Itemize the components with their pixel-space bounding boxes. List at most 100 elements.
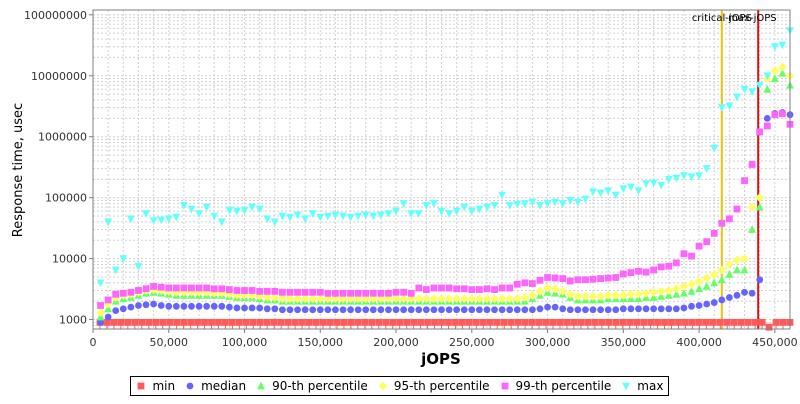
data-point <box>505 201 514 210</box>
data-point <box>725 215 733 223</box>
data-point <box>354 306 362 314</box>
x-tick-label: 150,000 <box>298 336 344 349</box>
data-point <box>672 289 681 298</box>
data-point-min <box>235 318 243 326</box>
data-point <box>687 173 696 182</box>
data-point-min <box>347 318 355 326</box>
data-point <box>369 306 377 314</box>
data-point <box>482 294 492 304</box>
data-point-min <box>389 318 397 326</box>
data-point <box>597 306 604 314</box>
data-point <box>392 288 400 296</box>
data-point-min <box>730 318 738 326</box>
data-point-min <box>340 318 348 326</box>
data-point-min <box>319 318 327 326</box>
data-point <box>323 294 333 304</box>
data-point-min <box>438 318 445 326</box>
data-point-min <box>737 318 745 326</box>
data-point <box>474 294 484 304</box>
data-point-min <box>145 318 153 326</box>
data-point-min <box>612 318 620 326</box>
legend-label: 90-th percentile <box>272 379 368 393</box>
data-point-min <box>661 318 668 326</box>
data-point <box>339 306 347 314</box>
data-point <box>377 289 385 297</box>
data-point <box>687 279 696 289</box>
data-point-min <box>382 318 390 326</box>
legend-item: 90-th percentile <box>255 379 368 393</box>
data-point <box>119 255 128 264</box>
data-point <box>611 290 621 300</box>
data-point <box>172 284 180 292</box>
legend-item: min <box>135 379 175 393</box>
data-point <box>347 306 354 314</box>
legend-item: 99-th percentile <box>499 379 611 393</box>
data-point <box>467 207 476 216</box>
data-point <box>650 266 658 274</box>
data-point <box>134 262 143 271</box>
data-point-min <box>751 318 759 326</box>
data-point <box>316 306 324 314</box>
data-point-min <box>452 318 459 326</box>
data-point <box>710 278 719 287</box>
data-point <box>634 289 643 299</box>
data-point <box>717 104 726 113</box>
x-tick-label: 300,000 <box>525 336 571 349</box>
y-tick-label: 1000000 <box>38 131 87 144</box>
data-point <box>702 282 711 290</box>
data-point-min <box>605 318 613 326</box>
data-point <box>347 289 354 297</box>
data-point <box>475 205 484 214</box>
data-point-min <box>479 318 487 326</box>
data-point-min <box>465 318 473 326</box>
data-point <box>430 306 438 314</box>
data-point <box>172 213 181 222</box>
data-point <box>756 128 764 136</box>
data-point <box>376 294 386 304</box>
data-point <box>778 41 787 50</box>
data-point <box>687 286 696 295</box>
data-point <box>438 306 445 314</box>
data-point <box>710 299 718 306</box>
data-point <box>512 294 522 304</box>
data-point-min <box>445 318 452 326</box>
y-tick-label: 10000 <box>52 253 87 266</box>
data-point-min <box>159 318 167 326</box>
x-tick-label: 0 <box>90 336 97 349</box>
data-point <box>377 306 385 314</box>
data-point <box>733 265 741 274</box>
data-point <box>748 225 757 233</box>
data-point <box>422 201 431 210</box>
data-point <box>559 305 567 313</box>
data-point <box>558 286 568 296</box>
data-point <box>294 306 301 314</box>
legend-item: 95-th percentile <box>377 379 490 393</box>
legend-marker <box>622 382 631 391</box>
data-point <box>627 269 635 276</box>
data-point <box>756 276 764 284</box>
data-point-min <box>682 318 689 326</box>
data-point <box>279 288 286 296</box>
data-point <box>142 285 150 293</box>
data-point-min <box>361 318 369 326</box>
data-point <box>209 288 219 298</box>
data-point-min <box>556 318 564 326</box>
data-point <box>157 302 165 309</box>
data-point-min <box>194 318 201 326</box>
legend-swatch <box>138 382 145 390</box>
data-point-min <box>131 318 139 326</box>
data-point <box>445 210 453 218</box>
y-tick-label: 100000 <box>45 192 87 205</box>
legend-item: median <box>184 379 246 393</box>
data-point <box>491 286 498 294</box>
data-point <box>688 252 695 260</box>
x-axis-title: jOPS <box>420 350 461 368</box>
data-point-min <box>695 318 703 326</box>
data-point <box>202 203 211 212</box>
data-point <box>741 177 748 185</box>
data-point <box>642 268 650 276</box>
data-point <box>392 207 400 216</box>
data-point-min <box>626 318 634 326</box>
